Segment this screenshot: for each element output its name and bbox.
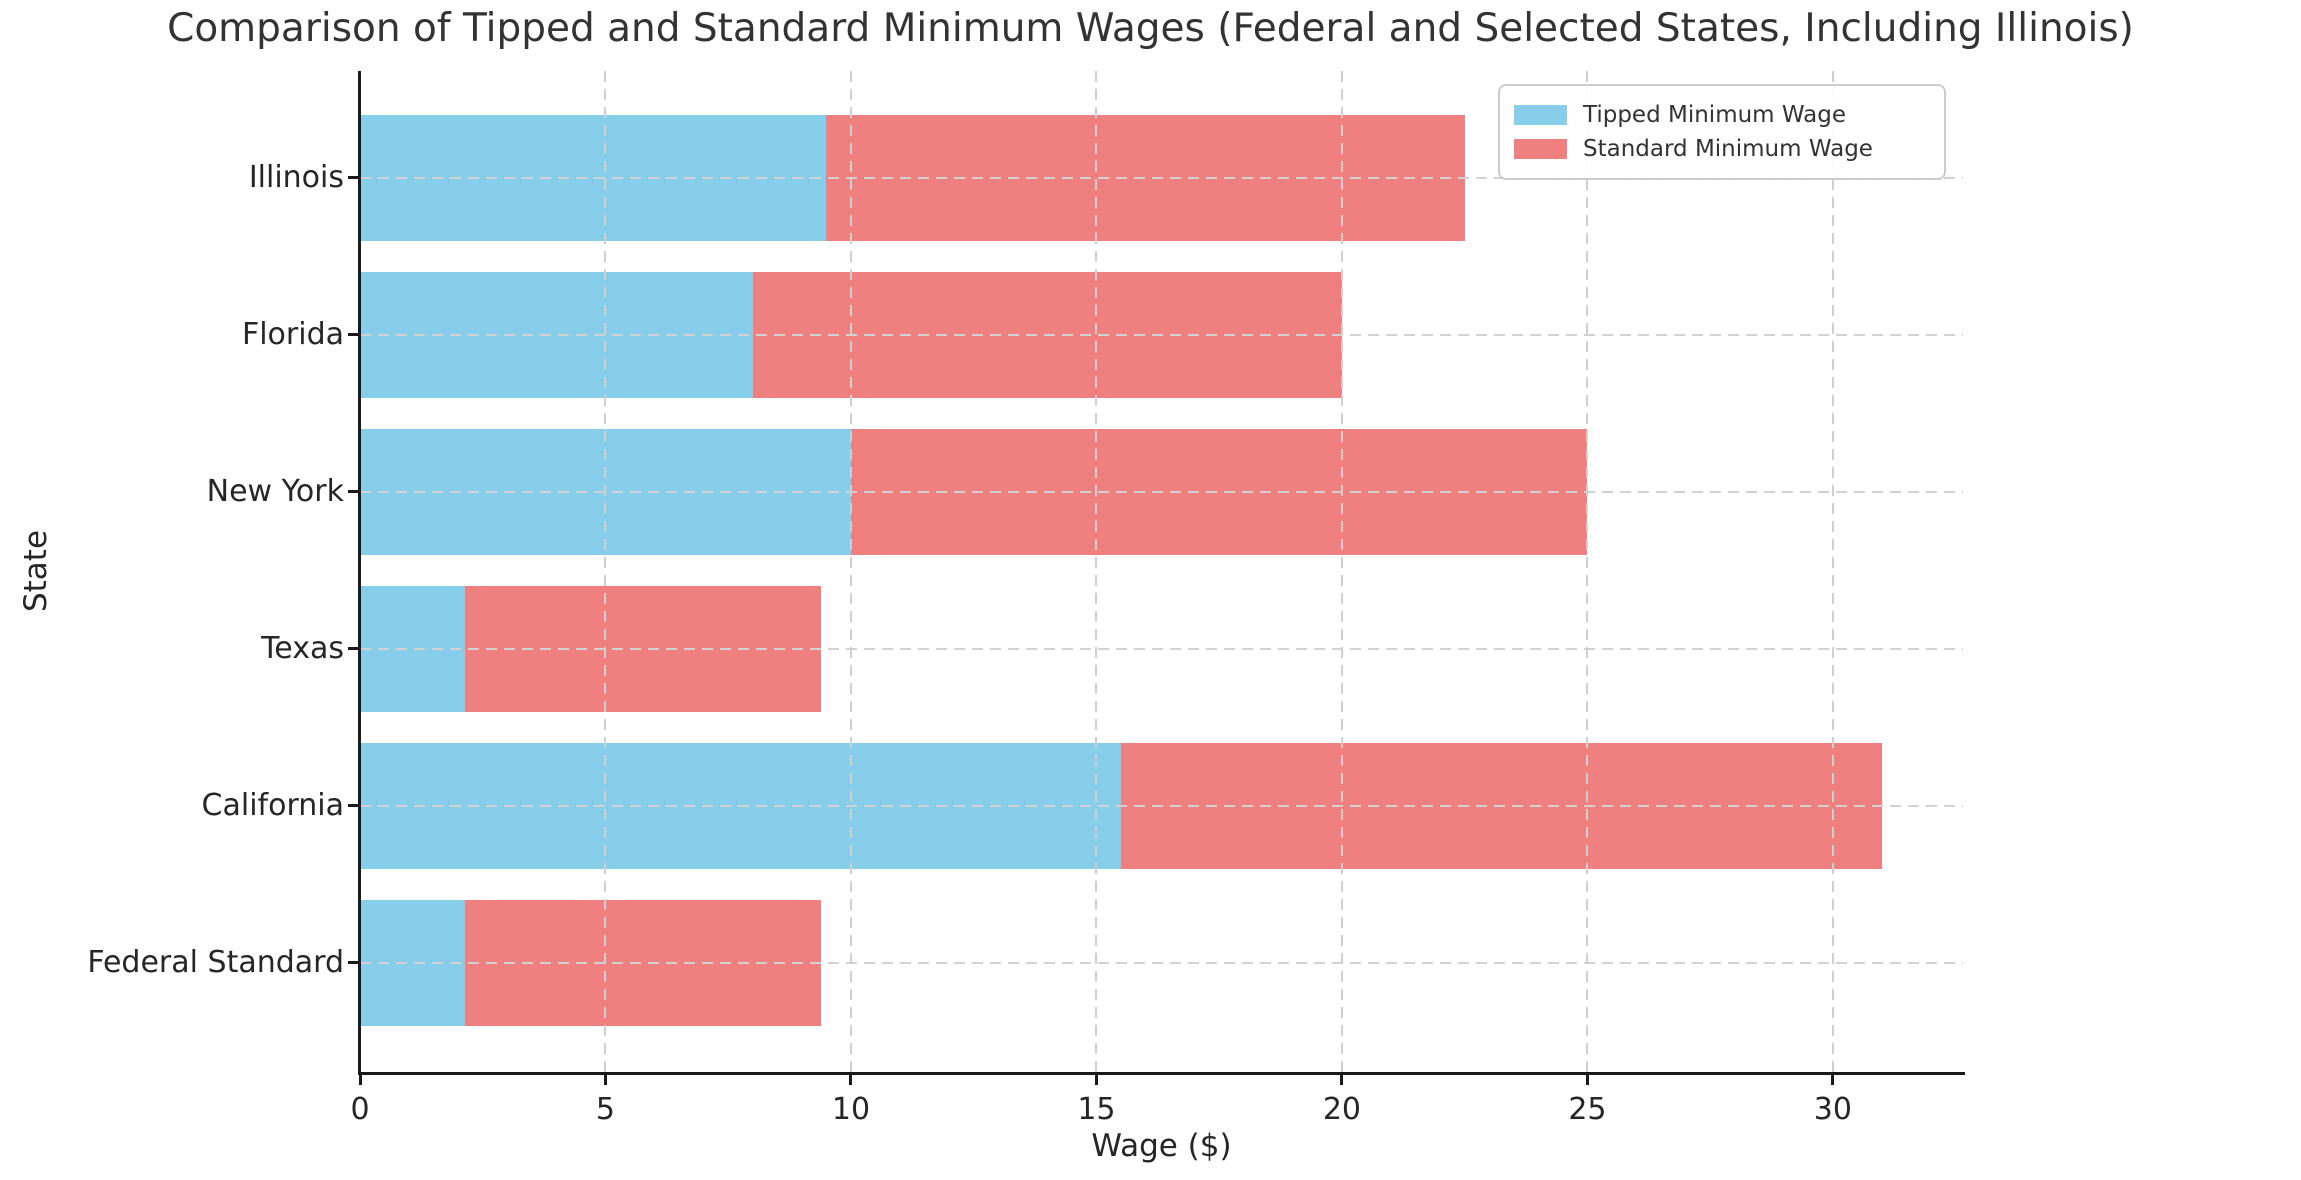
x-tick-label-0: 0 bbox=[350, 1092, 370, 1127]
v-gridline bbox=[849, 71, 852, 1072]
y-axis-spine bbox=[358, 71, 361, 1075]
x-tick-mark bbox=[1094, 1075, 1098, 1085]
legend-swatch bbox=[1514, 105, 1567, 125]
h-gridline bbox=[360, 804, 1963, 807]
legend-label: Standard Minimum Wage bbox=[1583, 136, 1873, 162]
v-gridline bbox=[1831, 71, 1834, 1072]
grid-layer bbox=[360, 71, 1963, 1072]
x-tick-mark bbox=[1340, 1075, 1344, 1085]
x-tick-label-10: 10 bbox=[831, 1092, 871, 1127]
x-axis-label: Wage ($) bbox=[1091, 1128, 1232, 1164]
legend: Tipped Minimum Wage Standard Minimum Wage bbox=[1498, 84, 1946, 180]
plot-area bbox=[360, 71, 1963, 1072]
legend-entry: Standard Minimum Wage bbox=[1514, 132, 1930, 166]
h-gridline bbox=[360, 490, 1963, 493]
y-tick-label-california: California bbox=[201, 787, 344, 823]
x-tick-label-25: 25 bbox=[1568, 1092, 1607, 1127]
x-tick-label-5: 5 bbox=[595, 1092, 616, 1127]
x-tick-label-30: 30 bbox=[1813, 1092, 1852, 1127]
y-axis-label: State bbox=[18, 529, 54, 613]
x-tick-mark bbox=[603, 1075, 607, 1085]
h-gridline bbox=[360, 333, 1963, 336]
y-tick-mark bbox=[348, 647, 358, 650]
y-tick-mark bbox=[348, 961, 358, 964]
y-tick-label-illinois: Illinois bbox=[248, 159, 344, 195]
legend-label: Tipped Minimum Wage bbox=[1583, 102, 1847, 128]
y-tick-label-federal-standard: Federal Standard bbox=[87, 944, 344, 980]
x-axis-spine bbox=[358, 1072, 1965, 1075]
y-tick-mark bbox=[348, 804, 358, 807]
h-gridline bbox=[360, 961, 1963, 964]
v-gridline bbox=[1340, 71, 1343, 1072]
y-tick-mark bbox=[348, 490, 358, 493]
v-gridline bbox=[604, 71, 607, 1072]
x-tick-mark bbox=[1831, 1075, 1835, 1085]
chart-title: Comparison of Tipped and Standard Minimu… bbox=[167, 6, 2134, 51]
legend-swatch bbox=[1514, 139, 1567, 159]
x-tick-mark bbox=[849, 1075, 853, 1085]
y-tick-label-texas: Texas bbox=[261, 630, 344, 666]
x-tick-mark bbox=[1585, 1075, 1589, 1085]
y-tick-label-new-york: New York bbox=[206, 473, 344, 509]
x-tick-mark bbox=[358, 1075, 362, 1085]
y-tick-label-florida: Florida bbox=[241, 316, 344, 352]
x-tick-label-15: 15 bbox=[1077, 1092, 1116, 1127]
v-gridline bbox=[1095, 71, 1098, 1072]
y-tick-mark bbox=[348, 176, 358, 179]
h-gridline bbox=[360, 176, 1963, 179]
h-gridline bbox=[360, 647, 1963, 650]
legend-entry: Tipped Minimum Wage bbox=[1514, 98, 1930, 132]
x-tick-label-20: 20 bbox=[1322, 1092, 1362, 1127]
v-gridline bbox=[1586, 71, 1589, 1072]
y-tick-mark bbox=[348, 333, 358, 336]
